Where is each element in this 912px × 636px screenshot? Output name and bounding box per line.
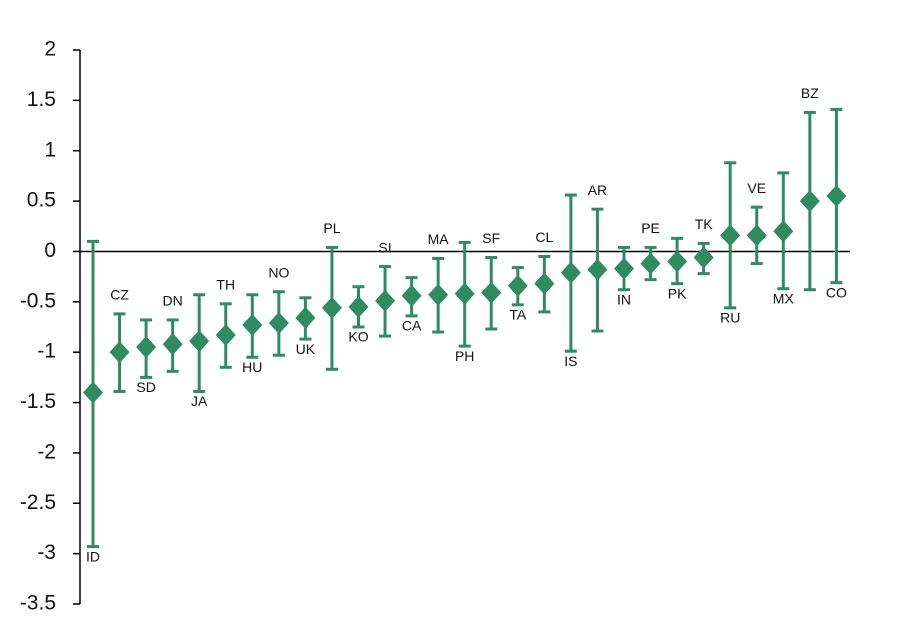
- marker: [348, 295, 369, 318]
- point-label: SF: [482, 230, 500, 246]
- marker: [401, 284, 422, 307]
- y-tick-label: 1.5: [27, 88, 56, 111]
- y-tick-label: -2: [37, 440, 56, 463]
- marker: [189, 330, 210, 353]
- marker: [773, 220, 794, 243]
- point-label: DN: [163, 293, 183, 309]
- point-label: IS: [564, 353, 577, 369]
- point-label: CZ: [110, 287, 129, 303]
- point-label: SD: [136, 379, 155, 395]
- marker: [136, 336, 157, 359]
- point-label: PE: [641, 220, 660, 236]
- marker: [109, 341, 130, 364]
- point-label: BZ: [801, 85, 819, 101]
- marker: [507, 274, 528, 297]
- marker: [720, 224, 741, 247]
- point-label: TA: [509, 307, 527, 323]
- marker: [83, 381, 103, 404]
- y-tick-label: 0.5: [27, 189, 56, 212]
- point-label: HU: [242, 359, 262, 375]
- marker: [640, 252, 661, 275]
- marker: [560, 261, 581, 284]
- marker: [799, 190, 820, 213]
- marker: [587, 258, 608, 281]
- marker: [454, 282, 475, 305]
- marker: [481, 281, 502, 304]
- point-label: TH: [216, 277, 235, 293]
- point-label: AR: [588, 182, 607, 198]
- point-label: UK: [296, 341, 316, 357]
- point-label: VE: [747, 180, 766, 196]
- point-label: MX: [773, 290, 795, 306]
- point-label: CA: [402, 318, 422, 334]
- marker: [375, 289, 396, 312]
- y-tick-label: -3.5: [20, 592, 56, 615]
- y-tick-label: -3: [37, 541, 56, 564]
- y-tick-label: -1.5: [20, 390, 56, 413]
- marker: [614, 257, 634, 280]
- y-tick-label: -1: [37, 340, 56, 363]
- y-tick-label: 1: [44, 138, 56, 161]
- point-label: RU: [720, 310, 740, 326]
- marker: [321, 296, 342, 319]
- point-label: PH: [455, 348, 474, 364]
- marker: [162, 333, 183, 356]
- marker: [215, 324, 236, 347]
- marker: [242, 313, 263, 336]
- marker: [295, 306, 316, 329]
- y-tick-label: -2.5: [20, 491, 56, 514]
- point-label: TK: [695, 216, 714, 232]
- point-label: JA: [191, 393, 208, 409]
- point-label: SI: [378, 239, 391, 255]
- marker: [268, 311, 289, 334]
- point-label: NO: [268, 264, 289, 280]
- point-label: PL: [323, 220, 340, 236]
- point-label: IN: [617, 291, 631, 307]
- point-label: PK: [668, 285, 687, 301]
- point-label: MA: [428, 231, 450, 247]
- point-label: CL: [535, 229, 553, 245]
- y-tick-label: -0.5: [20, 289, 56, 312]
- marker: [746, 224, 767, 247]
- y-tick-label: 2: [44, 38, 56, 61]
- point-label: KO: [348, 329, 368, 345]
- marker: [428, 283, 449, 306]
- marker: [534, 272, 555, 295]
- marker: [826, 185, 847, 208]
- point-label: ID: [86, 548, 100, 564]
- marker: [693, 246, 714, 269]
- marker: [667, 250, 688, 273]
- y-tick-label: 0: [44, 239, 56, 262]
- point-label: CO: [826, 284, 847, 300]
